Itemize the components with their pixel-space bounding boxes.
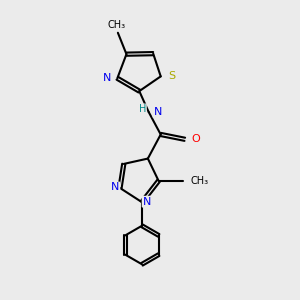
Text: N: N: [103, 73, 112, 83]
Text: O: O: [191, 134, 200, 144]
Text: CH₃: CH₃: [107, 20, 126, 30]
Text: N: N: [142, 197, 151, 207]
Text: N: N: [154, 107, 162, 117]
Text: CH₃: CH₃: [191, 176, 209, 186]
Text: H: H: [139, 104, 146, 114]
Text: N: N: [111, 182, 119, 193]
Text: S: S: [168, 71, 175, 81]
